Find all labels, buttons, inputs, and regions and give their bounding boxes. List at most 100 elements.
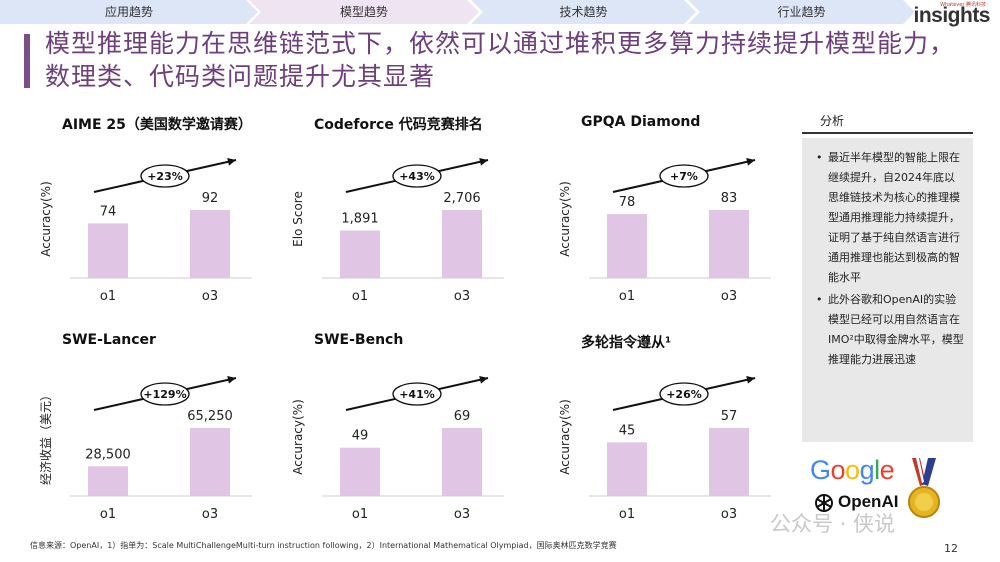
google-logo-letter: o <box>830 455 846 485</box>
bar-value-label: 78 <box>619 195 636 210</box>
bar-value-label: 28,500 <box>85 447 131 462</box>
nav-tab-shape <box>688 0 915 24</box>
growth-badge <box>392 382 442 406</box>
bar <box>607 442 647 496</box>
growth-percent-label: +7% <box>670 170 698 183</box>
nav-tab-shape <box>0 0 258 24</box>
nav-tab-technology[interactable]: 技术趋势 <box>471 0 696 24</box>
growth-percent-label: +26% <box>666 388 702 401</box>
bar-value-label: 65,250 <box>187 409 233 424</box>
analysis-bullet: 此外谷歌和OpenAI的实验模型已经可以用自然语言在IMO²中取得金牌水平，模型… <box>816 290 965 370</box>
x-tick-label: o3 <box>721 289 737 304</box>
bar <box>88 466 128 496</box>
openai-icon <box>815 494 833 512</box>
bar-value-label: 83 <box>721 191 738 206</box>
openai-logo: OpenAI <box>838 492 898 512</box>
y-axis-label: Accuracy(%) <box>558 181 572 257</box>
y-axis-label: Elo Score <box>291 191 305 247</box>
growth-badge <box>659 164 709 188</box>
x-tick-label: o3 <box>454 289 470 304</box>
bar <box>340 230 380 278</box>
bar-value-label: 1,891 <box>341 211 378 226</box>
nav-tab-shape <box>471 0 696 24</box>
bar <box>190 428 230 496</box>
bar-value-label: 49 <box>352 429 369 444</box>
x-tick-label: o3 <box>202 289 218 304</box>
growth-percent-label: +129% <box>143 388 186 401</box>
bar-value-label: 57 <box>721 409 738 424</box>
bar <box>709 210 749 278</box>
chart-title-codeforce: Codeforce 代码竞赛排名 <box>314 117 483 133</box>
google-logo: Google <box>810 455 895 486</box>
google-logo-letter: o <box>845 455 860 485</box>
progress-nav: 应用趋势 模型趋势 技术趋势 行业趋势 <box>0 0 915 24</box>
page-title: 模型推理能力在思维链范式下，依然可以通过堆积更多算力持续提升模型能力，数理类、代… <box>45 29 956 91</box>
bar-charts-canvas: Accuracy(%) 74 o1 92 o3 +23% Elo Score 1,891 o1 2… <box>38 157 771 522</box>
y-axis-label: Accuracy(%) <box>291 399 305 475</box>
growth-percent-label: +23% <box>147 170 183 183</box>
growth-badge <box>140 382 190 406</box>
x-tick-label: o1 <box>100 507 116 522</box>
chart-title-gpqa: GPQA Diamond <box>581 114 701 130</box>
x-tick-label: o3 <box>202 507 218 522</box>
bar <box>442 428 482 496</box>
y-axis-label: Accuracy(%) <box>558 399 572 475</box>
growth-percent-label: +43% <box>399 170 435 183</box>
growth-arrowhead <box>479 375 488 384</box>
bar-value-label: 2,706 <box>443 191 480 206</box>
bar <box>709 428 749 496</box>
bar-value-label: 74 <box>100 204 117 219</box>
growth-badge <box>392 164 442 188</box>
brand-logo: insights <box>913 4 990 27</box>
openai-logo-text: OpenAI <box>838 492 899 511</box>
bar <box>340 447 380 496</box>
brand-subtitle: Whatever 腾讯科技 <box>940 2 986 8</box>
google-logo-text: Google <box>810 455 895 485</box>
y-axis-label: 经济收益（美元） <box>38 389 53 485</box>
gold-medal-icon <box>908 458 940 518</box>
nav-tab-application[interactable]: 应用趋势 <box>0 0 258 24</box>
chart-title-multi-turn: 多轮指令遵从¹ <box>581 335 672 351</box>
growth-arrowhead <box>479 157 488 166</box>
chart-title-aime: AIME 25（美国数学邀请赛） <box>62 117 252 133</box>
growth-badge <box>140 164 190 188</box>
bar <box>607 214 647 278</box>
watermark: 公众号 · 侠说 <box>770 508 895 538</box>
nav-tab-label: 应用趋势 <box>104 5 153 19</box>
source-note: 信息来源：OpenAI，1）指单为：Scale MultiChallengeMu… <box>30 541 617 550</box>
growth-arrowhead <box>746 157 755 166</box>
nav-tab-industry[interactable]: 行业趋势 <box>688 0 915 24</box>
x-tick-label: o3 <box>721 507 737 522</box>
nav-tab-label: 模型趋势 <box>339 5 388 19</box>
google-logo-letter: e <box>879 455 895 485</box>
bar <box>190 210 230 278</box>
page-number: 12 <box>944 542 958 555</box>
bar-value-label: 45 <box>619 423 636 438</box>
x-tick-label: o1 <box>352 289 368 304</box>
x-tick-label: o1 <box>100 289 116 304</box>
growth-percent-label: +41% <box>399 388 435 401</box>
y-axis-label: Accuracy(%) <box>39 181 53 257</box>
nav-tab-label: 行业趋势 <box>777 5 826 19</box>
title-accent-bar <box>24 34 30 88</box>
analysis-header: 分析 <box>802 110 973 134</box>
bar-value-label: 92 <box>202 191 219 206</box>
nav-tab-label: 技术趋势 <box>559 5 608 19</box>
analysis-header-label: 分析 <box>820 114 845 128</box>
x-tick-label: o1 <box>619 289 635 304</box>
growth-arrowhead <box>227 375 236 384</box>
chart-title-swe-bench: SWE-Bench <box>314 332 404 348</box>
x-tick-label: o1 <box>352 507 368 522</box>
analysis-bullet: 最近半年模型的智能上限在继续提升，自2024年底以思维链技术为核心的推理模型通用… <box>816 148 965 288</box>
growth-arrowhead <box>746 375 755 384</box>
bar-value-label: 69 <box>454 409 471 424</box>
bar <box>88 223 128 278</box>
nav-tab-shape <box>249 0 479 24</box>
chart-title-swe-lancer: SWE-Lancer <box>62 332 156 348</box>
x-tick-label: o3 <box>454 507 470 522</box>
nav-tab-model[interactable]: 模型趋势 <box>249 0 479 24</box>
analysis-panel: 最近半年模型的智能上限在继续提升，自2024年底以思维链技术为核心的推理模型通用… <box>802 138 973 442</box>
growth-badge <box>659 382 709 406</box>
growth-arrowhead <box>227 157 236 166</box>
bar <box>442 210 482 278</box>
